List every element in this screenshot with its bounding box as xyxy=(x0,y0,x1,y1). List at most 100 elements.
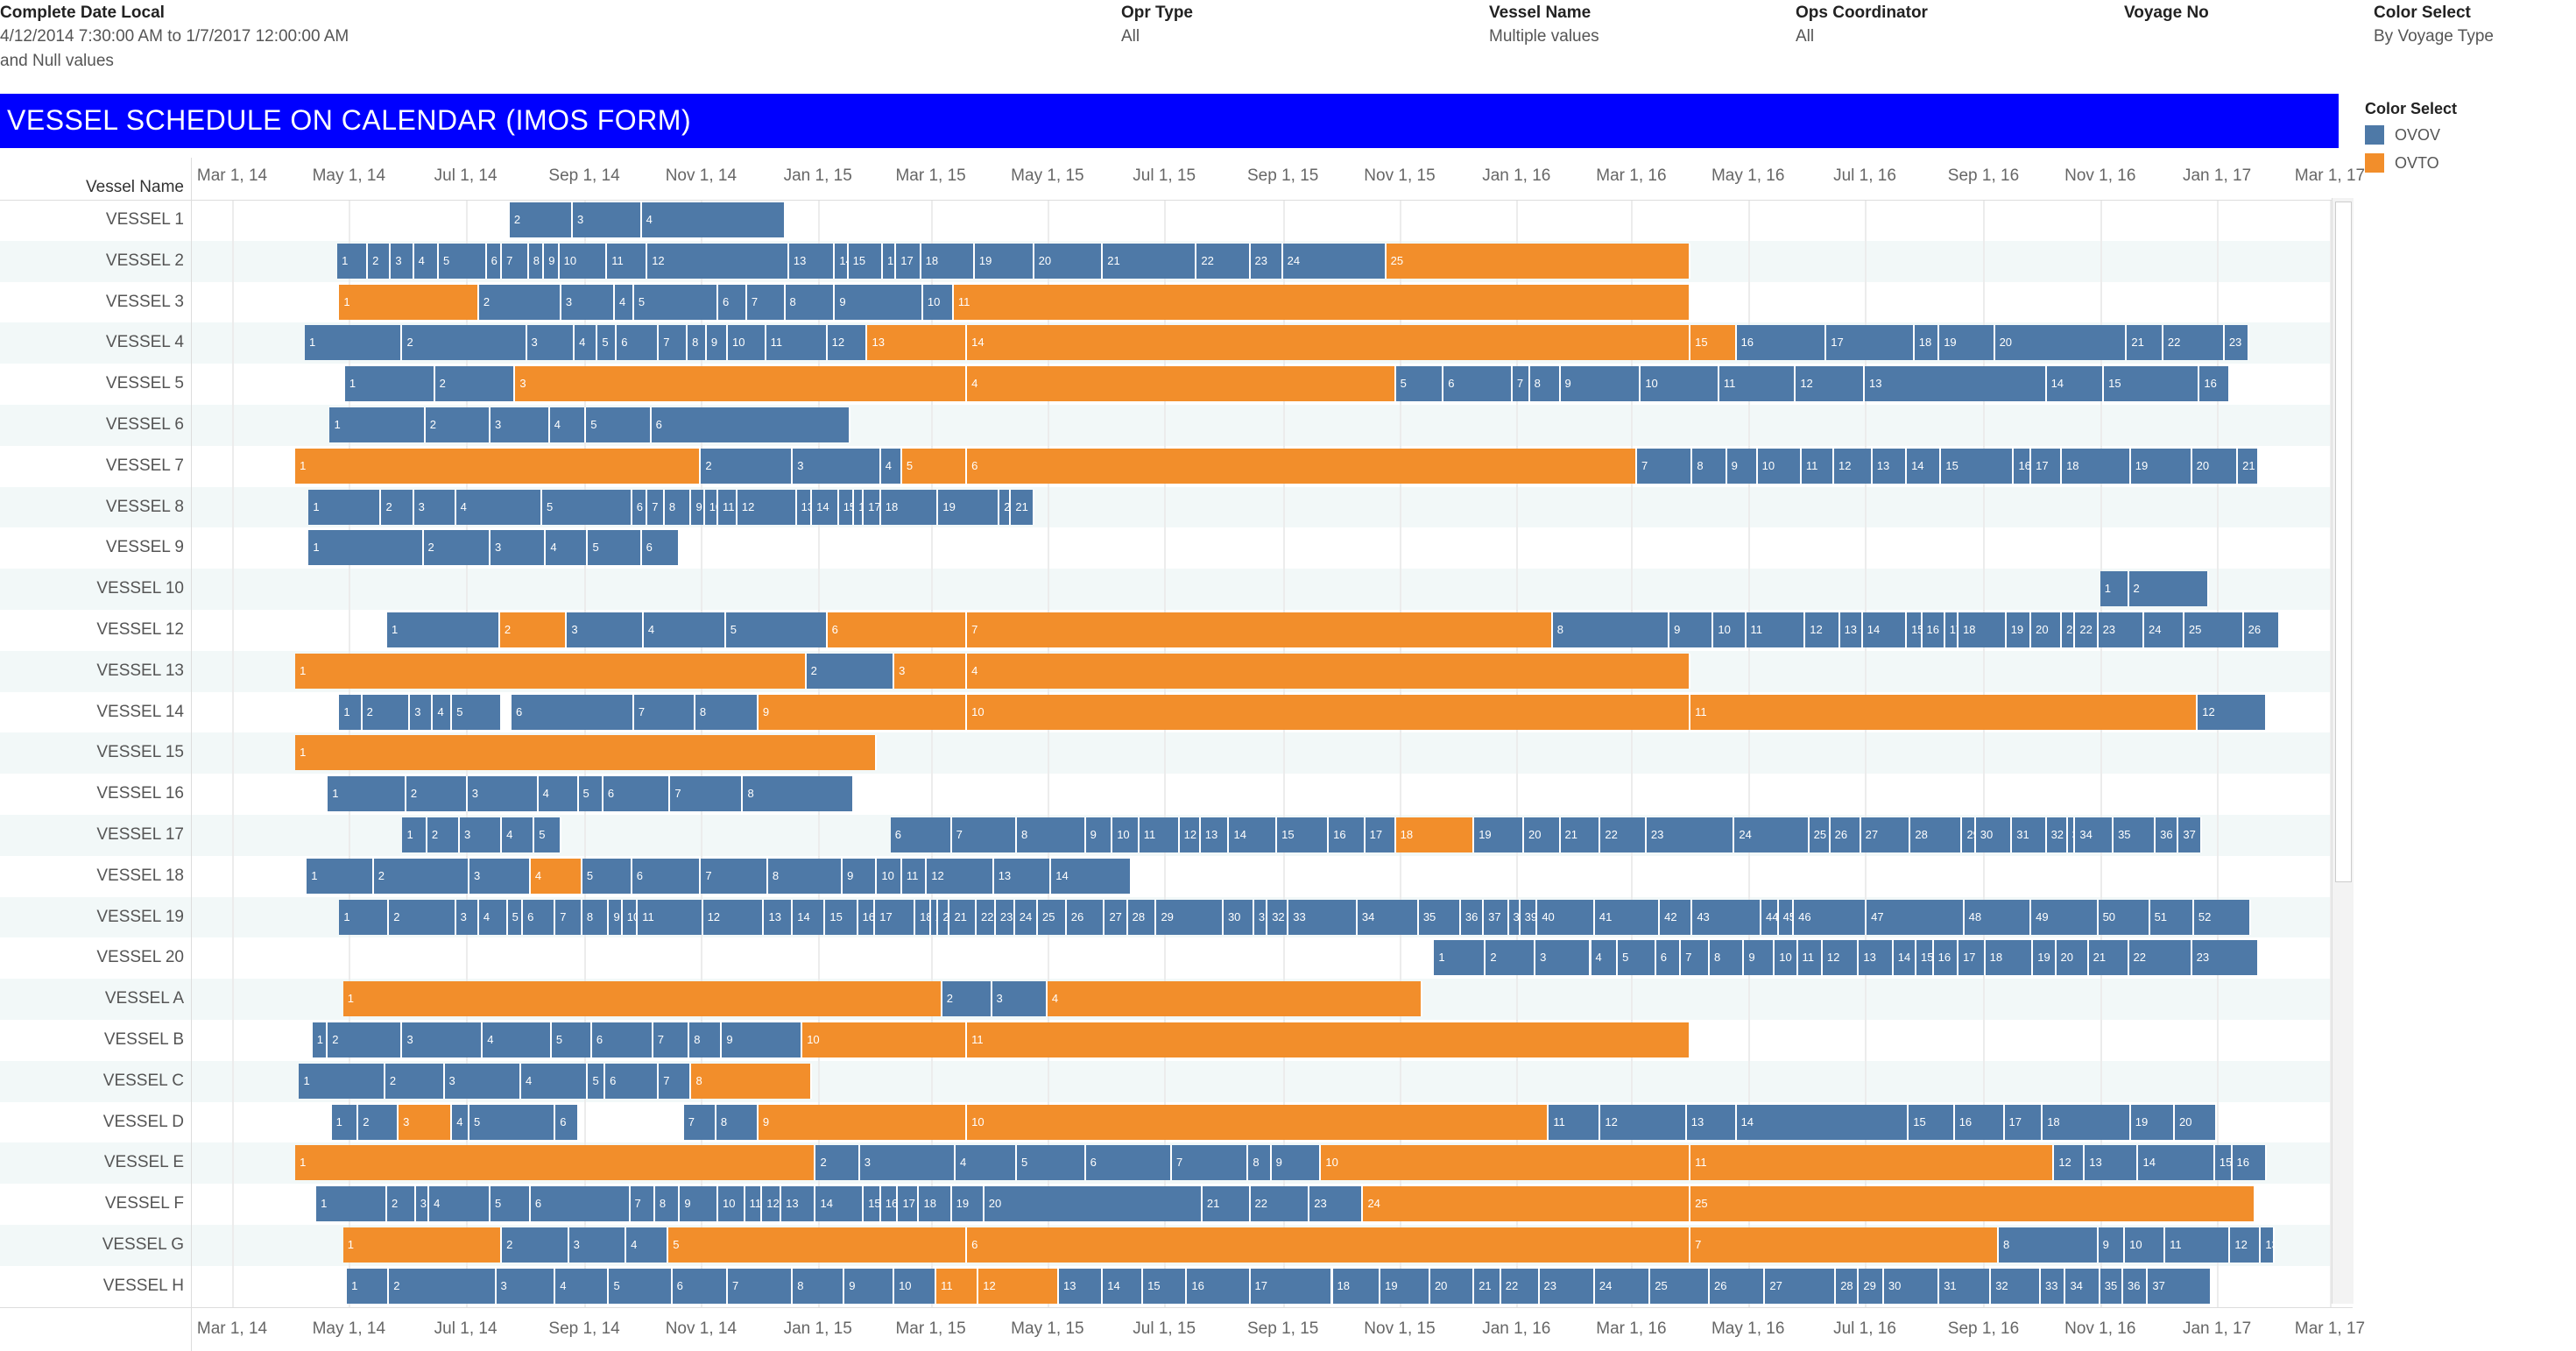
voyage-bar[interactable]: 8 xyxy=(793,1268,845,1304)
voyage-bar[interactable]: 12 xyxy=(1822,940,1860,976)
voyage-bar[interactable]: 6 xyxy=(617,325,660,361)
voyage-bar[interactable]: 26 xyxy=(1709,1268,1766,1304)
voyage-bar[interactable]: 10 xyxy=(1757,448,1802,484)
voyage-bar[interactable]: 4 xyxy=(538,776,579,812)
voyage-bar[interactable]: 4 xyxy=(413,243,439,279)
voyage-bar[interactable]: 11 xyxy=(2165,1227,2231,1263)
voyage-bar[interactable]: 4 xyxy=(530,858,582,894)
voyage-bar[interactable]: 13 xyxy=(1872,448,1908,484)
voyage-bar[interactable]: 6 xyxy=(523,899,556,935)
voyage-bar[interactable]: 30 xyxy=(1223,899,1254,935)
voyage-bar[interactable]: 7 xyxy=(1681,940,1710,976)
voyage-bar[interactable]: 52 xyxy=(2193,899,2252,935)
voyage-bar[interactable]: 15 xyxy=(2104,366,2200,402)
voyage-bar[interactable]: 21 xyxy=(1011,489,1034,525)
voyage-bar[interactable]: 6 xyxy=(512,694,634,730)
voyage-bar[interactable]: 51 xyxy=(2149,899,2194,935)
voyage-bar[interactable]: 9 xyxy=(706,325,728,361)
voyage-bar[interactable]: 15 xyxy=(1907,612,1923,647)
voyage-bar[interactable]: 17 xyxy=(864,489,881,525)
voyage-bar[interactable]: 7 xyxy=(746,284,786,320)
voyage-bar[interactable]: 9 xyxy=(1669,612,1714,647)
voyage-bar[interactable]: 14 xyxy=(815,1186,865,1222)
voyage-bar[interactable]: 1 xyxy=(305,325,403,361)
voyage-bar[interactable]: 37 xyxy=(1484,899,1509,935)
voyage-bar[interactable]: 13 xyxy=(867,325,968,361)
voyage-bar[interactable]: 5 xyxy=(901,448,968,484)
voyage-bar[interactable]: 17 xyxy=(1944,612,1959,647)
voyage-bar[interactable]: 14 xyxy=(1051,858,1133,894)
voyage-bar[interactable]: 9 xyxy=(1560,366,1641,402)
voyage-bar[interactable]: 6 xyxy=(890,817,952,852)
voyage-bar[interactable]: 34 xyxy=(1357,899,1419,935)
voyage-bar[interactable]: 7 xyxy=(633,694,695,730)
voyage-bar[interactable]: 31 xyxy=(1253,899,1268,935)
voyage-bar[interactable]: 19 xyxy=(1474,817,1525,852)
voyage-bar[interactable]: 11 xyxy=(967,1022,1691,1057)
voyage-bar[interactable]: 7 xyxy=(1690,1227,1999,1263)
voyage-bar[interactable]: 3 xyxy=(567,612,644,647)
voyage-bar[interactable]: 6 xyxy=(967,1227,1691,1263)
voyage-bar[interactable]: 8 xyxy=(528,243,545,279)
voyage-bar[interactable]: 12 xyxy=(978,1268,1059,1304)
voyage-bar[interactable]: 31 xyxy=(2012,817,2047,852)
voyage-bar[interactable]: 5 xyxy=(597,325,618,361)
voyage-bar[interactable]: 19 xyxy=(2006,612,2032,647)
voyage-bar[interactable]: 2 xyxy=(373,858,469,894)
vessel-row-label[interactable]: VESSEL 6 xyxy=(105,415,184,434)
filter-ops-coordinator[interactable]: Ops Coordinator All xyxy=(1796,2,1928,49)
voyage-bar[interactable]: 1 xyxy=(331,1104,359,1140)
voyage-bar[interactable]: 26 xyxy=(1066,899,1105,935)
voyage-bar[interactable]: 3 xyxy=(490,530,547,566)
voyage-bar[interactable]: 22 xyxy=(1196,243,1251,279)
voyage-bar[interactable]: 35 xyxy=(1418,899,1461,935)
voyage-bar[interactable]: 10 xyxy=(1641,366,1719,402)
voyage-bar[interactable]: 6 xyxy=(1655,940,1682,976)
voyage-bar[interactable]: 47 xyxy=(1867,899,1965,935)
voyage-bar[interactable]: 32 xyxy=(1991,1268,2042,1304)
voyage-bar[interactable]: 2 xyxy=(499,612,568,647)
voyage-bar[interactable]: 25 xyxy=(1386,243,1691,279)
voyage-bar[interactable]: 30 xyxy=(1883,1268,1940,1304)
voyage-bar[interactable]: 6 xyxy=(641,530,681,566)
voyage-bar[interactable]: 12 xyxy=(1600,1104,1687,1140)
voyage-bar[interactable]: 4 xyxy=(1047,981,1423,1017)
voyage-bar[interactable]: 12 xyxy=(762,1186,782,1222)
voyage-bar[interactable]: 6 xyxy=(967,448,1637,484)
voyage-bar[interactable]: 8 xyxy=(1692,448,1727,484)
voyage-bar[interactable]: 15 xyxy=(1143,1268,1188,1304)
voyage-bar[interactable]: 4 xyxy=(967,653,1691,689)
voyage-bar[interactable]: 2 xyxy=(368,243,392,279)
voyage-bar[interactable]: 19 xyxy=(1939,325,1995,361)
voyage-bar[interactable]: 8 xyxy=(1248,1145,1272,1181)
voyage-bar[interactable]: 3 xyxy=(1535,940,1591,976)
voyage-bar[interactable]: 16 xyxy=(882,243,897,279)
vessel-row-label[interactable]: VESSEL 10 xyxy=(96,579,184,598)
voyage-bar[interactable]: 17 xyxy=(896,243,921,279)
voyage-bar[interactable]: 16 xyxy=(854,489,865,525)
voyage-bar[interactable]: 14 xyxy=(2138,1145,2215,1181)
voyage-bar[interactable]: 23 xyxy=(995,899,1015,935)
voyage-bar[interactable]: 16 xyxy=(2014,448,2032,484)
voyage-bar[interactable]: 17 xyxy=(1365,817,1396,852)
voyage-bar[interactable]: 15 xyxy=(1941,448,2015,484)
voyage-bar[interactable]: 8 xyxy=(1998,1227,2099,1263)
voyage-bar[interactable]: 3 xyxy=(526,325,575,361)
voyage-bar[interactable]: 9 xyxy=(2098,1227,2126,1263)
voyage-bar[interactable]: 4 xyxy=(880,448,902,484)
voyage-bar[interactable]: 11 xyxy=(607,243,648,279)
voyage-bar[interactable]: 23 xyxy=(2098,612,2145,647)
filter-value[interactable]: All xyxy=(1121,27,1140,46)
voyage-bar[interactable]: 7 xyxy=(1171,1145,1249,1181)
voyage-bar[interactable]: 25 xyxy=(1809,817,1831,852)
voyage-bar[interactable]: 6 xyxy=(1085,1145,1172,1181)
voyage-bar[interactable]: 3 xyxy=(444,1063,521,1099)
voyage-bar[interactable]: 2 xyxy=(423,530,490,566)
voyage-bar[interactable]: 6 xyxy=(603,776,671,812)
voyage-bar[interactable]: 1 xyxy=(295,448,702,484)
voyage-bar[interactable]: 2 xyxy=(1486,940,1536,976)
voyage-bar[interactable]: 1 xyxy=(295,1145,816,1181)
voyage-bar[interactable]: 1 xyxy=(1434,940,1486,976)
vessel-row-label[interactable]: VESSEL E xyxy=(103,1153,184,1172)
voyage-bar[interactable]: 4 xyxy=(967,366,1396,402)
